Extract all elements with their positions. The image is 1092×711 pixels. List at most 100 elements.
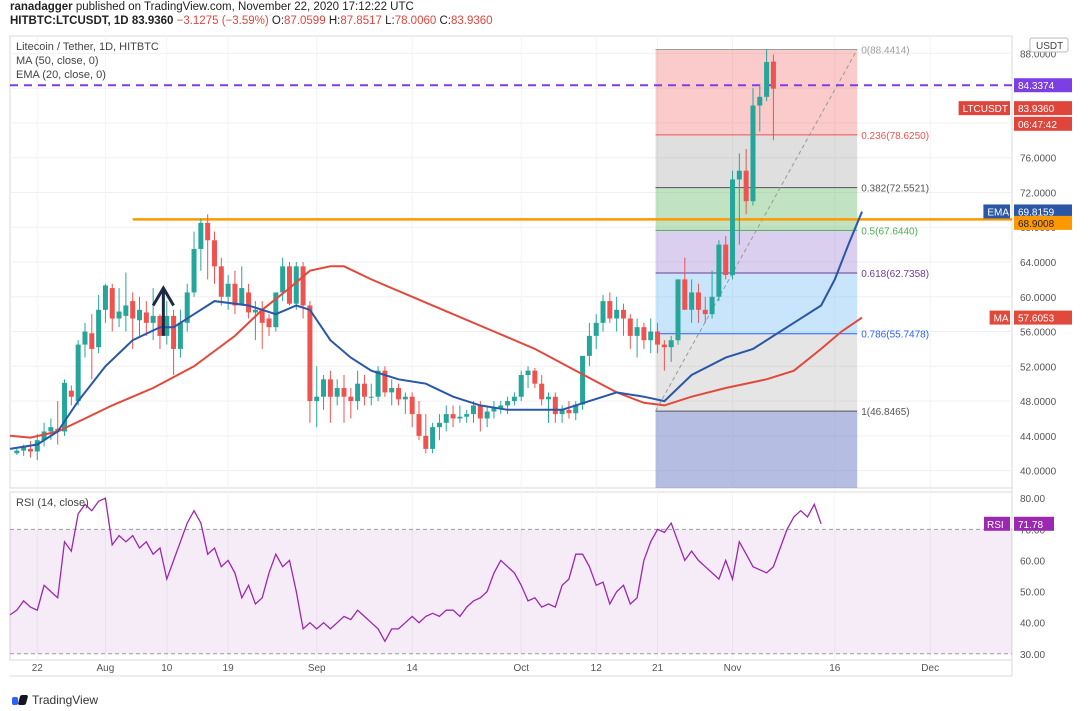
currency-label: USDT (1036, 41, 1063, 52)
candle-body (211, 240, 217, 267)
candle-body (586, 335, 592, 356)
candle-body (450, 414, 456, 419)
price-tick-label: 64.0000 (1020, 258, 1057, 269)
x-tick-label: 21 (652, 663, 664, 674)
candle-body (375, 370, 381, 397)
candle-body (321, 379, 327, 397)
rsi-line (9, 497, 822, 643)
candle-body (532, 370, 538, 384)
fib-level-label: 0.236(78.6250) (861, 131, 929, 142)
candle-body (764, 62, 770, 97)
rsi-tick-label: 80.00 (1020, 494, 1045, 505)
header: ranadagger published on TradingView.com,… (10, 0, 493, 28)
tradingview-logo-icon (12, 695, 28, 705)
price-label-tag (1014, 204, 1072, 219)
candle-body (750, 105, 756, 202)
candle-body (130, 301, 136, 319)
publish-line: ranadagger published on TradingView.com,… (10, 0, 493, 14)
last-price: 83.9360 (131, 15, 174, 27)
candle-body (368, 396, 374, 398)
price-label-tag (989, 310, 1010, 325)
candle-body (14, 450, 20, 454)
price-tick-label: 60.0000 (1020, 293, 1057, 304)
candle-body (137, 309, 143, 321)
close-value: 83.9360 (450, 15, 493, 27)
x-tick-label: Aug (97, 663, 115, 674)
price-tick-label: 44.0000 (1020, 432, 1057, 443)
candle-body (573, 404, 579, 414)
fib-level-label: 0.786(55.7478) (861, 330, 929, 341)
price-label-text: LTCUSDT (963, 104, 1008, 115)
candle-body (252, 309, 258, 313)
price-label-text: 06:47:42 (1018, 120, 1057, 131)
close-label: C: (439, 15, 451, 27)
ohlc-line: HITBTC:LTCUSDT, 1D 83.9360 −3.1275 (−3.5… (10, 14, 493, 28)
legend-rsi: RSI (14, close) (16, 497, 89, 509)
author-name[interactable]: ranadagger (10, 1, 73, 13)
candle-body (593, 322, 599, 336)
fib-level-label: 0(88.4414) (861, 46, 909, 57)
candle-body (655, 331, 661, 345)
candle-body (307, 305, 313, 402)
candle-body (389, 388, 395, 393)
candle-body (327, 379, 333, 397)
fib-level-label: 1(46.8465) (861, 407, 909, 418)
candle-body (695, 292, 701, 310)
candle-body (164, 315, 170, 336)
candle-body (102, 285, 108, 310)
price-tick-label: 48.0000 (1020, 397, 1057, 408)
candle-body (770, 61, 776, 89)
candle-body (498, 405, 504, 409)
candle-body (293, 266, 299, 304)
rsi-tick-label: 50.00 (1020, 588, 1045, 599)
candle-body (552, 396, 558, 415)
candle-body (716, 244, 722, 297)
rsi-tick-label: 30.00 (1020, 650, 1045, 661)
candle-body (641, 327, 647, 341)
rsi-value-text: 71.78 (1018, 520, 1043, 531)
candle-body (27, 448, 33, 452)
candle-body (48, 427, 54, 432)
candle-body (259, 309, 265, 323)
candle-body (566, 409, 572, 414)
candle-body (505, 401, 511, 406)
price-label-text: 57.6053 (1018, 314, 1055, 325)
candle-body (702, 309, 708, 315)
price-label-tag (1014, 101, 1072, 116)
arrow-annotation-icon (151, 285, 175, 336)
candle-body (491, 408, 497, 412)
candle-body (723, 244, 729, 276)
change-value: −3.1275 (−3.59%) (176, 15, 269, 27)
candle-body (184, 292, 190, 323)
brand-text[interactable]: TradingView (32, 693, 99, 707)
x-tick-label: 12 (591, 663, 603, 674)
price-label-text: 68.9008 (1018, 219, 1055, 230)
price-label-text: MA (994, 314, 1009, 325)
x-tick-label: 14 (407, 663, 419, 674)
candle-body (661, 344, 667, 348)
candle-body (334, 388, 340, 397)
rsi-value-tag (1014, 516, 1054, 531)
candle-body (607, 301, 613, 319)
candle-body (634, 327, 640, 336)
rsi-label-text: RSI (987, 520, 1004, 531)
high-label: H: (328, 15, 341, 27)
legend-ma: MA (50, close, 0) (16, 55, 99, 67)
candle-body (627, 318, 633, 336)
candle-body (396, 388, 402, 400)
candle-body (545, 396, 551, 400)
rsi-tick-label: 40.00 (1020, 619, 1045, 630)
candle-body (757, 96, 763, 106)
price-label-tag (1014, 78, 1072, 93)
candle-body (464, 414, 470, 417)
candle-body (89, 333, 95, 349)
candle-body (709, 296, 715, 315)
fib-band (655, 230, 858, 273)
price-tick-label: 56.0000 (1020, 328, 1057, 339)
fib-trend-line (655, 49, 858, 412)
candle-body (443, 414, 449, 423)
candle-body (82, 331, 88, 345)
price-tick-label: 40.0000 (1020, 467, 1057, 478)
candle-body (600, 301, 606, 323)
